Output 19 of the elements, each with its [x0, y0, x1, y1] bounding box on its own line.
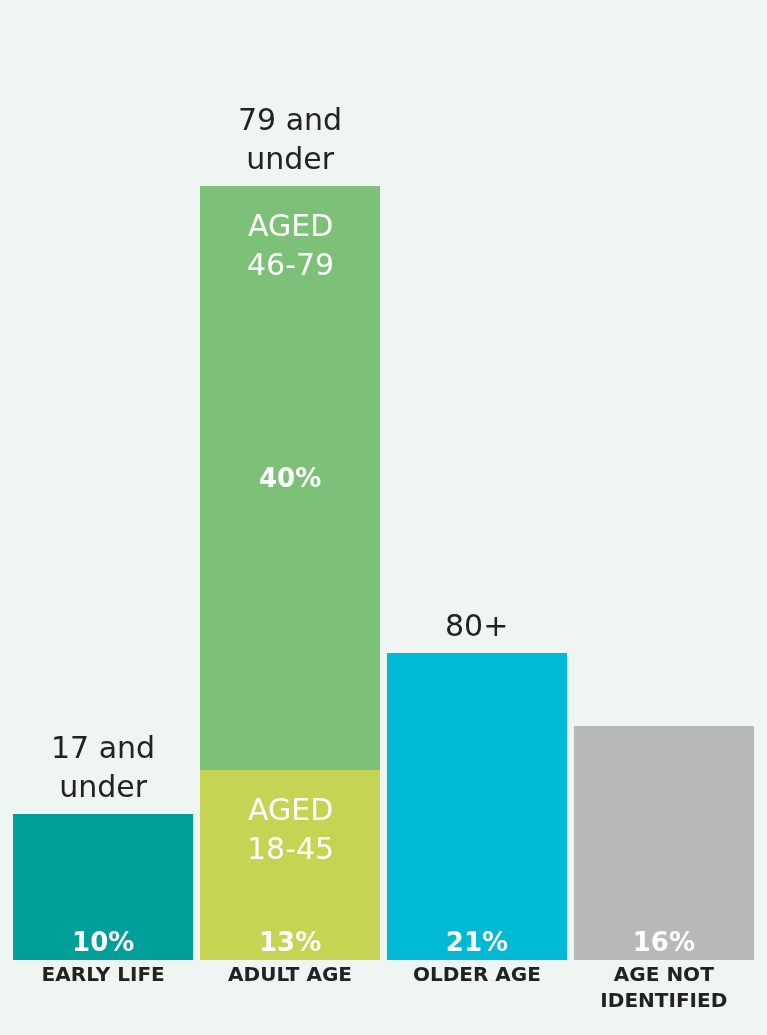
data-label: 13% — [258, 927, 322, 957]
annotation: 80+ — [445, 608, 509, 643]
x-tick-label: OLDER AGE — [412, 962, 541, 986]
bar — [13, 813, 193, 960]
annotation: AGED 18-45 — [247, 792, 335, 866]
annotation: 17 and under — [51, 730, 156, 804]
x-tick-label: EARLY LIFE — [41, 962, 165, 986]
bar — [200, 186, 380, 771]
data-label: 40% — [258, 463, 322, 494]
bar — [387, 653, 567, 960]
data-label: 16% — [632, 927, 695, 957]
data-label: 21% — [445, 927, 509, 957]
x-tick-label: ADULT AGE — [228, 962, 353, 986]
x-tick-label: AGE NOT IDENTIFIED — [600, 962, 728, 1012]
annotation: AGED 46-79 — [247, 208, 335, 282]
bar — [574, 726, 754, 960]
annotation: 79 and under — [238, 102, 343, 176]
bar — [200, 770, 380, 960]
data-label: 10% — [72, 927, 135, 957]
